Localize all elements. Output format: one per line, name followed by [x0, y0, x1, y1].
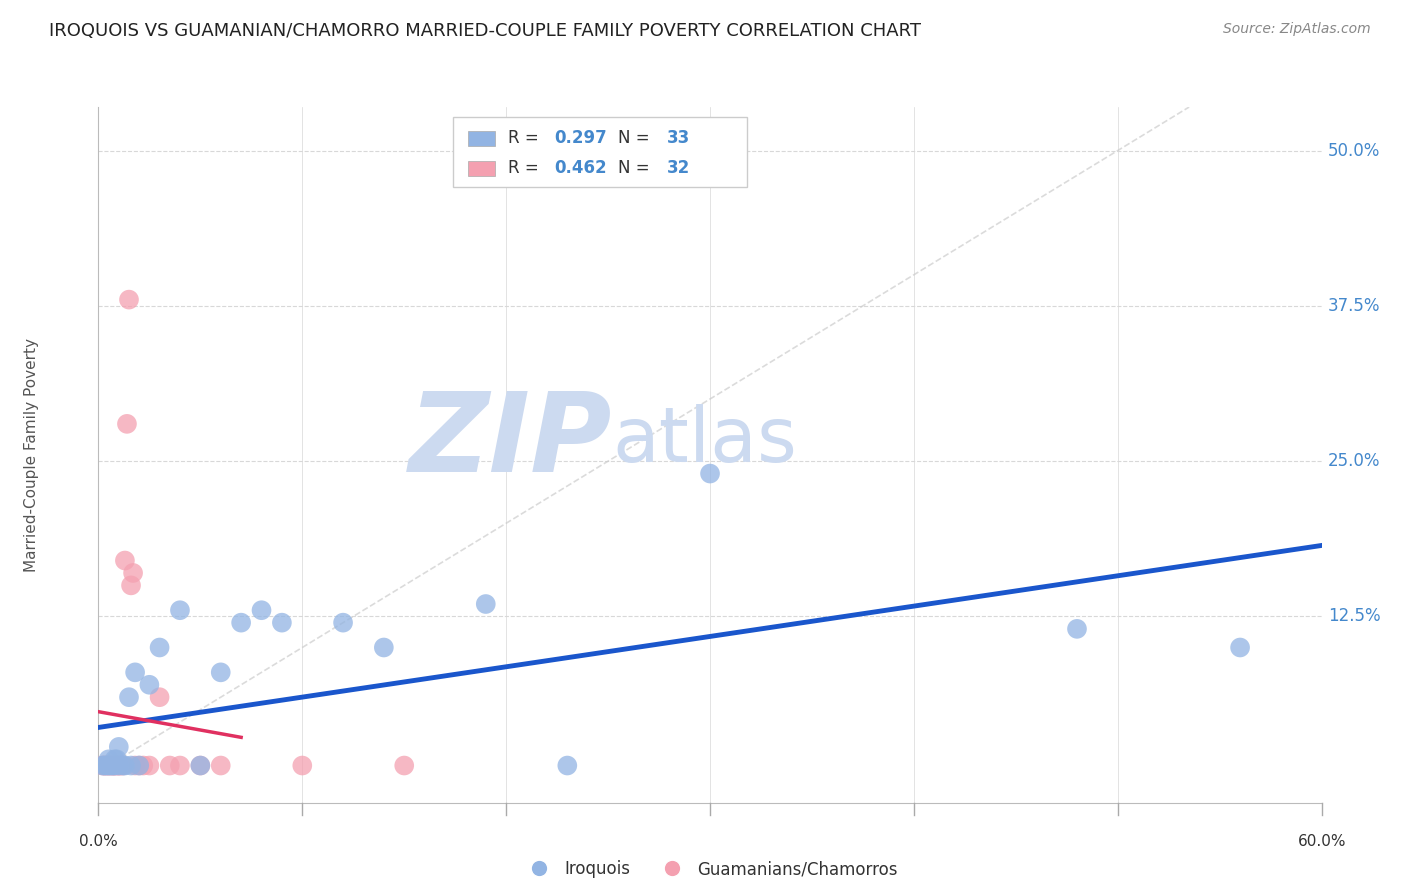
Point — [115, 417, 138, 431]
Point — [100, 758, 122, 772]
Point — [101, 758, 124, 772]
Text: R =: R = — [508, 160, 544, 178]
Point — [555, 758, 579, 772]
FancyBboxPatch shape — [453, 118, 747, 187]
Text: 12.5%: 12.5% — [1327, 607, 1381, 625]
Point — [209, 758, 232, 772]
Point — [120, 578, 142, 592]
Point — [111, 758, 134, 772]
Point — [188, 758, 212, 772]
Point — [128, 758, 150, 772]
Text: N =: N = — [619, 129, 655, 147]
Point — [128, 758, 150, 772]
Point — [114, 553, 136, 567]
Point — [159, 758, 181, 772]
Text: 0.297: 0.297 — [555, 129, 607, 147]
Text: 25.0%: 25.0% — [1327, 452, 1381, 470]
Point — [104, 758, 127, 772]
Text: IROQUOIS VS GUAMANIAN/CHAMORRO MARRIED-COUPLE FAMILY POVERTY CORRELATION CHART: IROQUOIS VS GUAMANIAN/CHAMORRO MARRIED-C… — [49, 22, 921, 40]
Text: N =: N = — [619, 160, 655, 178]
Point — [149, 690, 172, 705]
Point — [104, 758, 127, 772]
Point — [120, 758, 142, 772]
Point — [104, 758, 127, 772]
Point — [111, 758, 134, 772]
Text: 0.0%: 0.0% — [79, 834, 118, 849]
Point — [291, 758, 314, 772]
Point — [118, 293, 141, 307]
Text: ZIP: ZIP — [409, 387, 612, 494]
Point — [209, 665, 232, 680]
Point — [149, 640, 172, 655]
Point — [118, 690, 141, 705]
Point — [105, 752, 128, 766]
Point — [474, 597, 498, 611]
Point — [93, 758, 115, 772]
Bar — [468, 131, 495, 146]
Point — [110, 758, 132, 772]
Point — [169, 758, 191, 772]
Point — [97, 752, 120, 766]
Point — [138, 758, 160, 772]
Text: 60.0%: 60.0% — [1298, 834, 1346, 849]
Point — [231, 615, 253, 630]
Text: 32: 32 — [668, 160, 690, 178]
Point — [169, 603, 191, 617]
Point — [122, 566, 145, 580]
Point — [1229, 640, 1251, 655]
Point — [93, 758, 115, 772]
Point — [332, 615, 354, 630]
Point — [105, 758, 128, 772]
Point — [97, 758, 120, 772]
Text: 33: 33 — [668, 129, 690, 147]
Point — [91, 758, 114, 772]
Point — [101, 758, 124, 772]
Point — [96, 758, 118, 772]
Point — [104, 752, 127, 766]
Text: atlas: atlas — [612, 404, 797, 478]
Point — [270, 615, 294, 630]
Point — [96, 758, 118, 772]
Point — [124, 665, 146, 680]
Point — [188, 758, 212, 772]
Point — [108, 758, 131, 772]
Text: 37.5%: 37.5% — [1327, 297, 1381, 315]
Point — [91, 758, 114, 772]
Point — [108, 758, 131, 772]
Point — [699, 467, 721, 481]
Point — [100, 758, 122, 772]
Text: 50.0%: 50.0% — [1327, 142, 1381, 160]
Point — [1066, 622, 1088, 636]
Point — [108, 739, 131, 754]
Point — [114, 758, 136, 772]
Point — [101, 758, 124, 772]
Bar — [468, 161, 495, 176]
Legend: Iroquois, Guamanians/Chamorros: Iroquois, Guamanians/Chamorros — [516, 854, 904, 885]
Point — [108, 758, 131, 772]
Point — [124, 758, 146, 772]
Text: Married-Couple Family Poverty: Married-Couple Family Poverty — [24, 338, 38, 572]
Point — [97, 758, 120, 772]
Text: 0.462: 0.462 — [555, 160, 607, 178]
Point — [132, 758, 155, 772]
Point — [138, 678, 160, 692]
Point — [373, 640, 395, 655]
Text: R =: R = — [508, 129, 544, 147]
Point — [250, 603, 273, 617]
Point — [97, 758, 120, 772]
Point — [93, 758, 115, 772]
Text: Source: ZipAtlas.com: Source: ZipAtlas.com — [1223, 22, 1371, 37]
Point — [392, 758, 416, 772]
